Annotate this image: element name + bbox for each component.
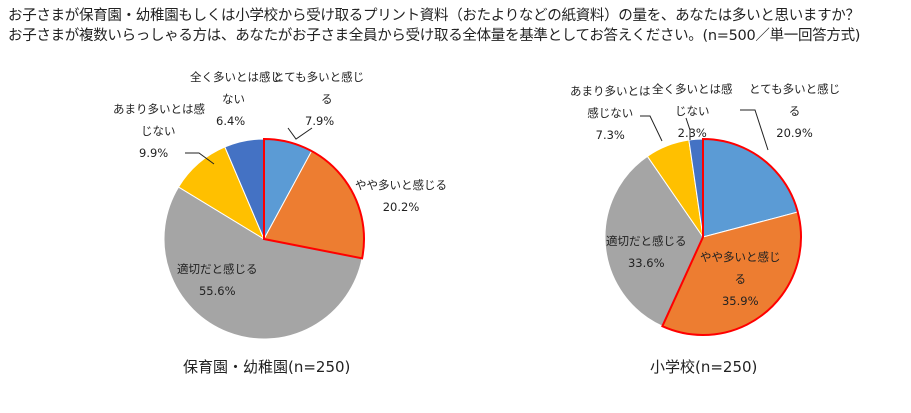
leader-line-2 (640, 115, 663, 142)
pie2-label-1: やや多いと感じる 35.9% (700, 250, 781, 308)
leader-line-0 (287, 127, 313, 140)
pie1-label-2: 適切だと感じる 55.6% (177, 262, 258, 298)
pie1-title: 保育園・幼稚園(n=250) (183, 358, 351, 376)
pie1-label-3: あまり多いとは感 じない 9.9% (113, 102, 205, 160)
pie1-label-1: やや多いと感じる 20.2% (355, 178, 447, 214)
title-line-1: お子さまが保育園・幼稚園もしくは小学校から受け取るプリント資料（おたよりなどの紙… (8, 8, 860, 24)
pie2-title: 小学校(n=250) (650, 358, 758, 376)
pie2-label-0: とても多いと感じる 20.9% (749, 82, 841, 140)
pie2-slice-2 (604, 155, 704, 327)
pie1-highlight-outline (263, 137, 365, 260)
pie2-label-3: あまり多いとは 感じない 7.3% (570, 84, 651, 142)
pie1-label-0: とても多いと感じる 7.9% (273, 70, 365, 128)
title-line-2: お子さまが複数いらっしゃる方は、あなたがお子さま全員から受け取る全体量を基準とし… (8, 28, 861, 44)
pie2-label-2: 適切だと感じる 33.6% (606, 234, 687, 270)
leader-line-4 (740, 109, 769, 151)
pie1-label-4: 全く多いとは感じ ない 6.4% (190, 70, 282, 128)
pie2-label-4: 全く多いとは感 じない 2.3% (652, 82, 733, 140)
leader-line-3 (685, 117, 691, 140)
pie2-highlight-outline (661, 137, 802, 336)
leader-line-1 (185, 152, 215, 165)
pie1-slice-2 (163, 186, 363, 340)
